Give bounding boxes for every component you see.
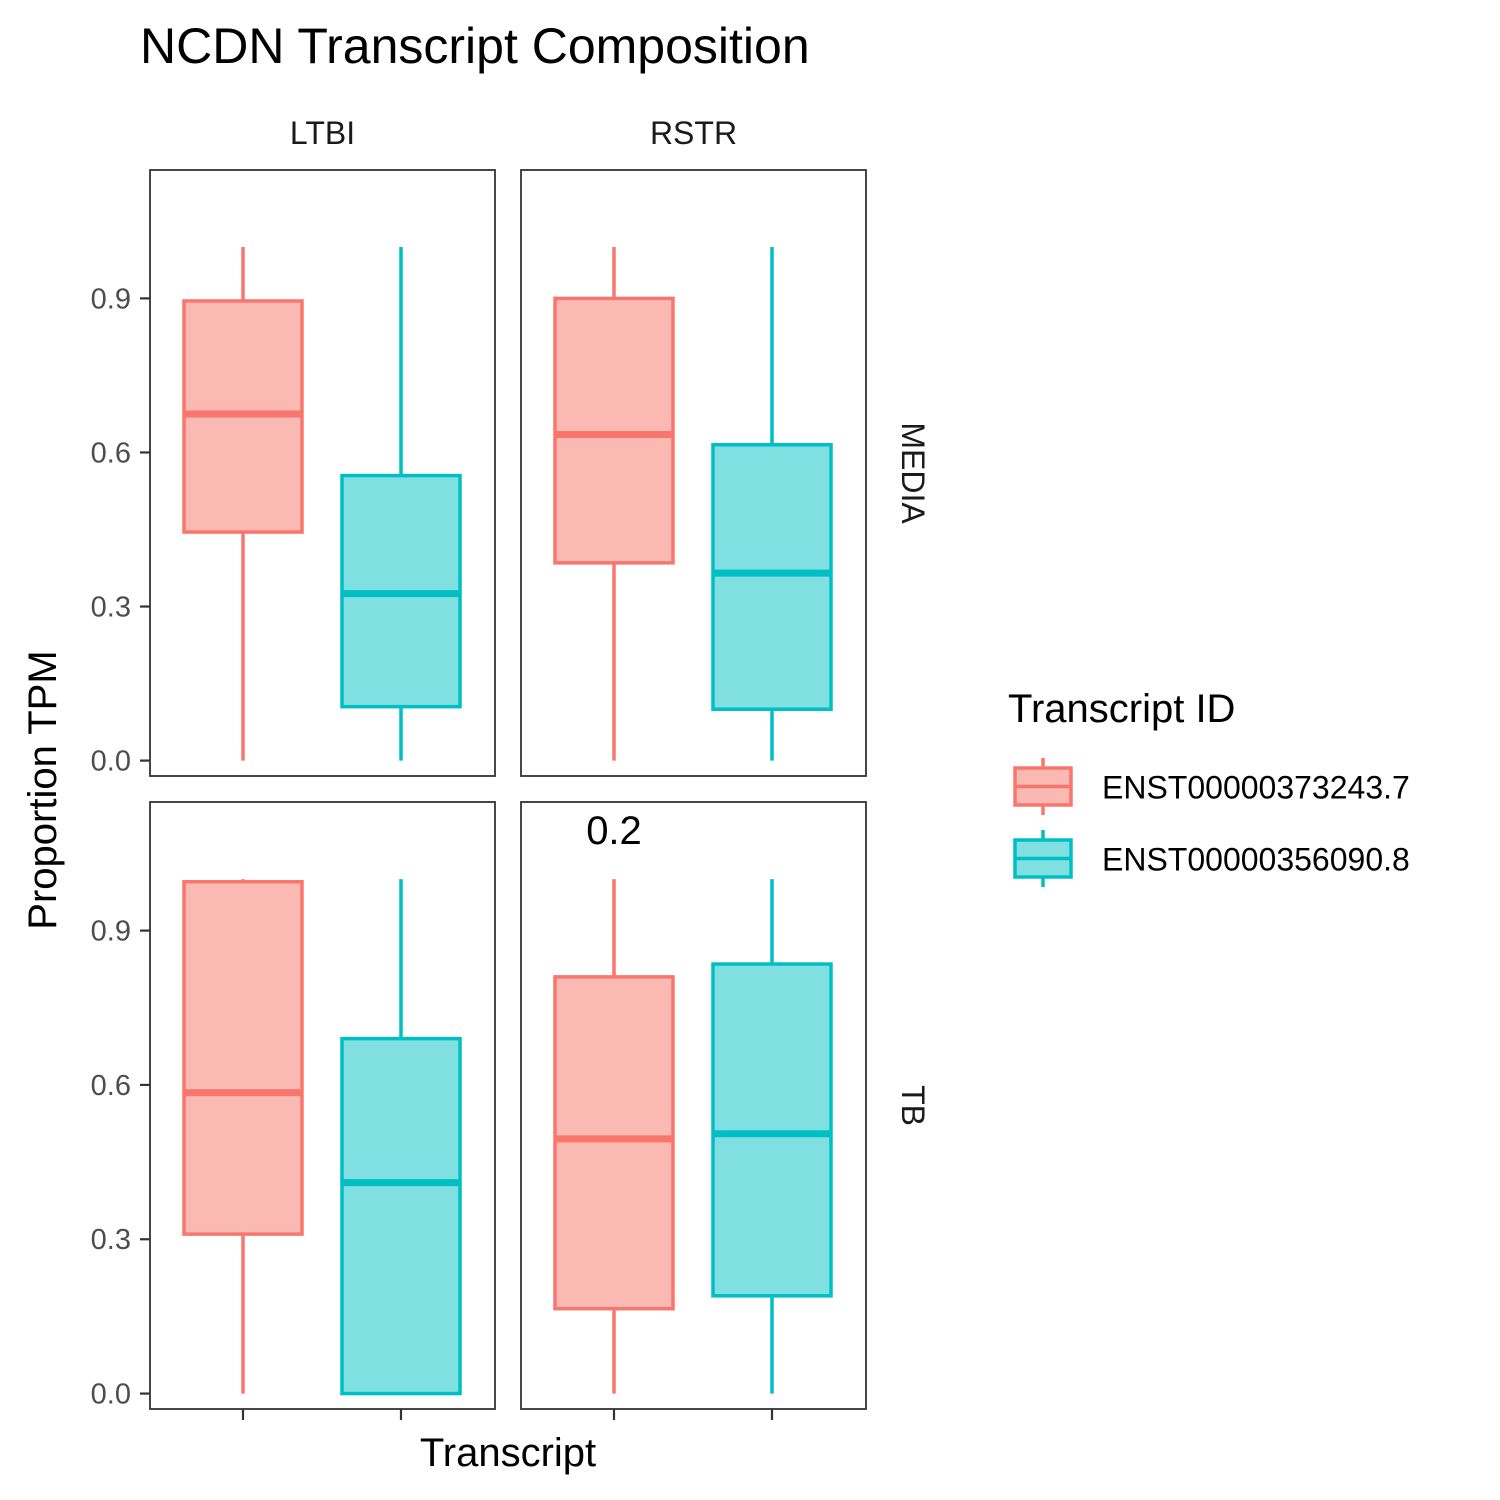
- box-ENST00000356090.8: [340, 247, 462, 761]
- box-ENST00000356090.8: [711, 879, 833, 1394]
- box-ENST00000373243.7: [182, 879, 304, 1394]
- y-tick-label: 0.0: [91, 1379, 131, 1411]
- box-ENST00000373243.7: [182, 247, 304, 761]
- box-ENST00000373243.7: [553, 879, 675, 1394]
- y-tick-label: 0.3: [91, 1224, 131, 1256]
- facet-strip-media: MEDIA: [895, 422, 931, 524]
- panel-tb-ltbi: [149, 801, 496, 1410]
- legend-title: Transcript ID: [1008, 687, 1235, 731]
- legend-label: ENST00000373243.7: [1102, 770, 1410, 806]
- y-tick-label: 0.0: [91, 746, 131, 778]
- chart-title: NCDN Transcript Composition: [140, 18, 810, 74]
- y-tick-label: 0.3: [91, 592, 131, 624]
- box-ENST00000373243.7: [553, 247, 675, 761]
- box-iqr: [711, 962, 833, 1298]
- facet-strip-ltbi: LTBI: [290, 115, 355, 151]
- panel-media-ltbi: [149, 169, 496, 777]
- box-iqr: [553, 975, 675, 1311]
- facet-panels: 0.2: [149, 169, 867, 1410]
- y-axis-title: Proportion TPM: [21, 650, 65, 929]
- panel-tb-rstr: 0.2: [520, 801, 867, 1410]
- facet-strip-tb: TB: [895, 1085, 931, 1126]
- legend-entry: ENST00000356090.8: [1013, 830, 1410, 887]
- box-iqr: [340, 1036, 462, 1396]
- legend-entry: ENST00000373243.7: [1013, 758, 1410, 815]
- panel-annotation: 0.2: [586, 809, 642, 853]
- y-tick-label: 0.9: [91, 916, 131, 948]
- legend: Transcript ID ENST00000373243.7 ENST00000…: [1008, 687, 1410, 887]
- box-iqr: [182, 879, 304, 1236]
- box-ENST00000356090.8: [711, 247, 833, 761]
- y-tick-label: 0.6: [91, 1070, 131, 1102]
- box-ENST00000356090.8: [340, 879, 462, 1396]
- legend-label: ENST00000356090.8: [1102, 842, 1410, 878]
- panel-media-rstr: [520, 169, 867, 777]
- facet-strip-rstr: RSTR: [650, 115, 737, 151]
- box-iqr: [711, 443, 833, 711]
- y-tick-label: 0.9: [91, 283, 131, 315]
- box-iqr: [553, 296, 675, 565]
- y-tick-label: 0.6: [91, 437, 131, 469]
- x-axis-title: Transcript: [420, 1431, 596, 1475]
